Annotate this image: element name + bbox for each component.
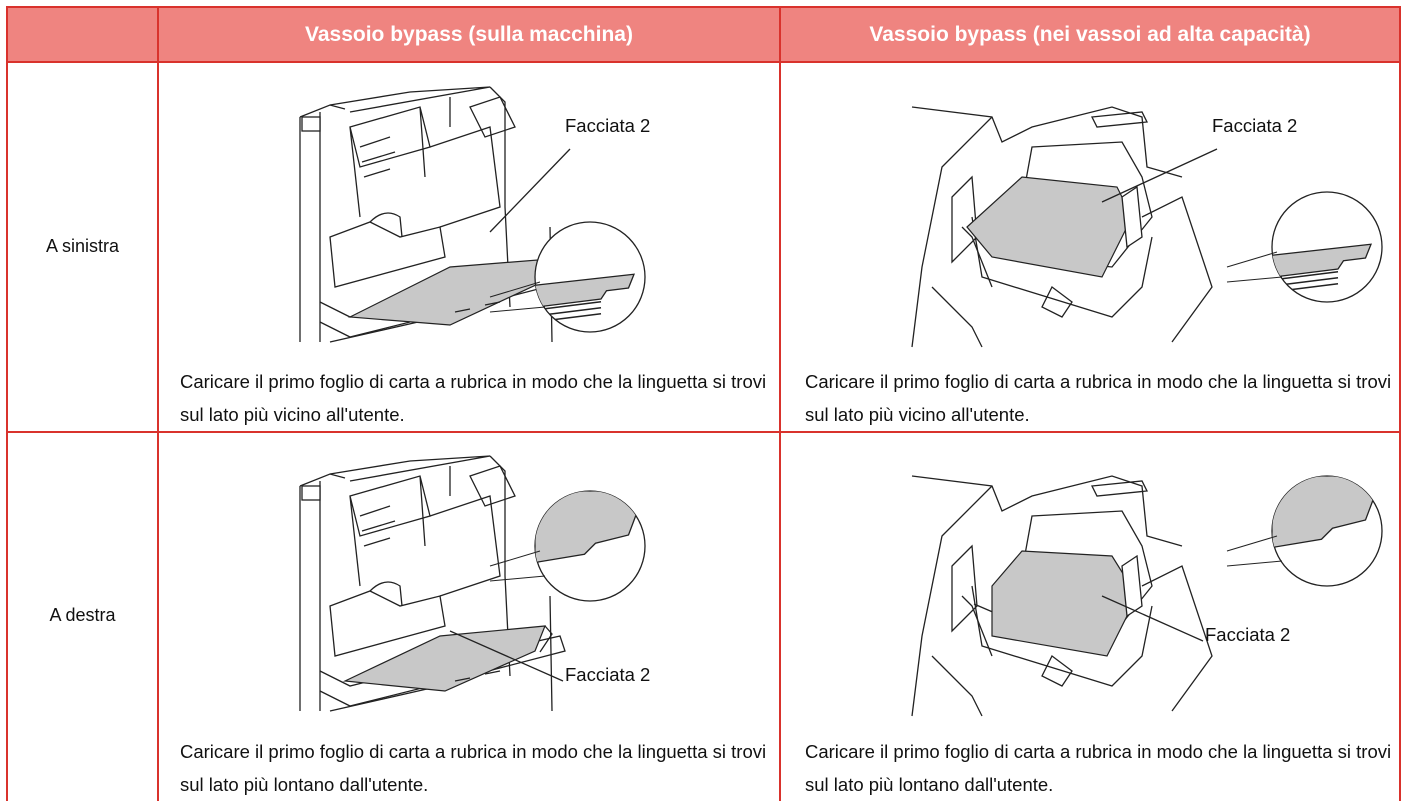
border (779, 6, 781, 801)
border (1399, 6, 1401, 801)
column-header: Vassoio bypass (sulla macchina) (305, 23, 633, 46)
caption: Caricare il primo foglio di carta a rubr… (180, 371, 767, 425)
callout-label: Facciata 2 (565, 115, 651, 136)
column-header: Vassoio bypass (nei vassoi ad alta capac… (869, 23, 1311, 46)
border (157, 6, 159, 801)
callout-label: Facciata 2 (565, 664, 651, 685)
row-label: A sinistra (45, 235, 120, 256)
header-row (7, 7, 1400, 62)
illustration (911, 106, 1383, 348)
border (7, 61, 1401, 63)
border (7, 6, 1401, 8)
callout-label: Facciata 2 (1212, 115, 1298, 136)
callout-label: Facciata 2 (1205, 624, 1291, 645)
illustration (299, 86, 646, 343)
row-label: A destra (49, 605, 116, 625)
caption: Caricare il primo foglio di carta a rubr… (805, 741, 1392, 795)
illustration (911, 475, 1383, 717)
border (6, 6, 8, 801)
border (7, 431, 1401, 433)
illustration (299, 455, 646, 712)
caption: Caricare il primo foglio di carta a rubr… (180, 741, 767, 795)
caption: Caricare il primo foglio di carta a rubr… (805, 371, 1392, 425)
